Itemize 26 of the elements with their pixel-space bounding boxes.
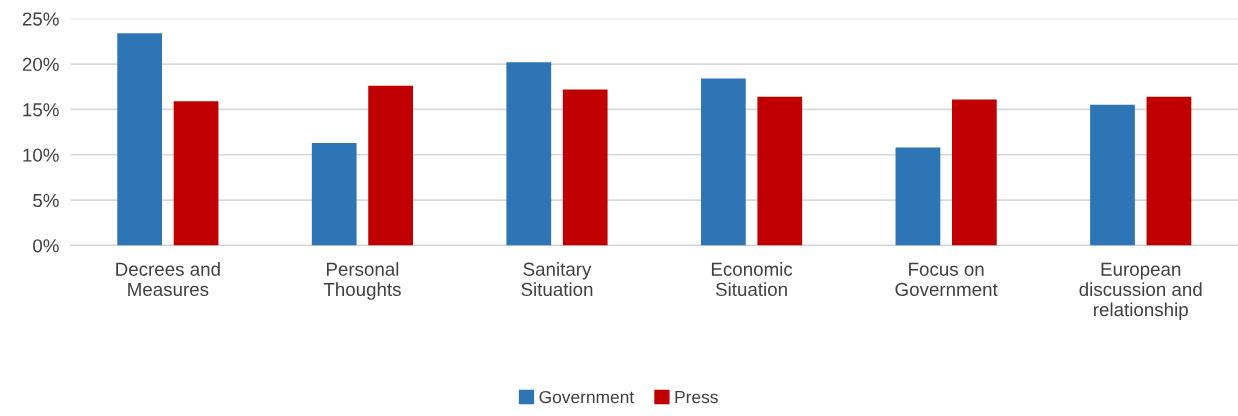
x-tick-label: European discussion and relationship [1079, 262, 1202, 320]
legend-label: Government [539, 390, 635, 404]
legend-label: Press [675, 391, 718, 404]
bar [368, 85, 414, 246]
bar [562, 89, 608, 246]
y-tick-label: 0% [33, 239, 59, 253]
x-tick-label: Decrees and Measures [116, 262, 220, 297]
y-tick-label: 25% [22, 12, 59, 26]
bar [173, 101, 219, 246]
x-tick-label: Sanitary Situation [521, 262, 593, 297]
y-tick-label: 15% [23, 103, 59, 117]
bar [506, 62, 552, 246]
bar [117, 33, 163, 246]
x-tick-label: Focus on Government [895, 262, 998, 297]
y-tick-label: 20% [22, 57, 59, 72]
y-tick-label: 10% [23, 148, 59, 162]
bar [757, 96, 803, 246]
y-tick-label: 5% [33, 193, 59, 208]
bar [895, 147, 941, 246]
x-tick-label: Economic Situation [711, 262, 793, 297]
bar [1090, 104, 1135, 246]
bar [1146, 96, 1192, 246]
x-tick-label: Personal Thoughts [323, 262, 401, 300]
bar [951, 99, 997, 246]
bar [700, 78, 746, 246]
bar [311, 142, 357, 246]
